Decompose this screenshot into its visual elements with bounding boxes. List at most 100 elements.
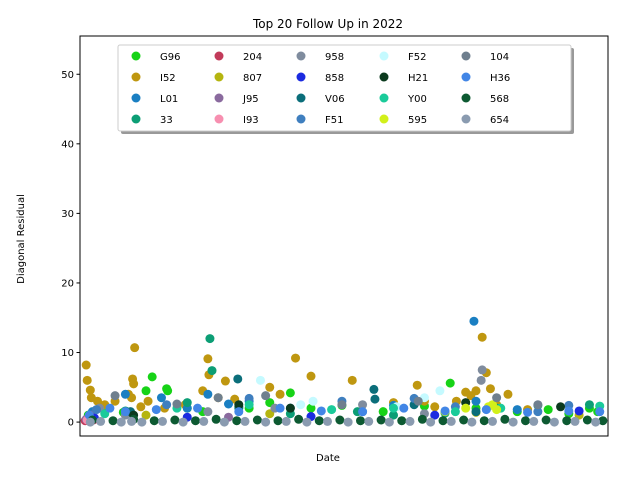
data-point — [471, 396, 481, 406]
data-point — [358, 400, 368, 410]
data-point — [358, 407, 368, 417]
data-point — [92, 405, 101, 415]
data-point — [389, 410, 398, 420]
data-point — [281, 416, 291, 426]
data-point — [163, 386, 173, 396]
data-point — [141, 410, 151, 420]
data-point — [234, 400, 244, 410]
data-point — [512, 405, 522, 415]
legend-marker — [461, 72, 471, 82]
data-point — [294, 414, 304, 424]
legend-marker — [214, 51, 224, 61]
plot-area — [79, 35, 609, 437]
data-point — [521, 416, 530, 426]
legend-marker — [461, 114, 471, 124]
data-point — [255, 375, 265, 385]
data-point — [207, 366, 217, 376]
legend-label: F52 — [408, 52, 426, 63]
data-point — [224, 399, 233, 409]
legend-item-568: 568 — [461, 93, 509, 105]
data-point — [129, 379, 139, 389]
data-point — [127, 416, 137, 426]
legend-item-G96: G96 — [131, 51, 180, 63]
data-point — [120, 407, 130, 417]
legend-item-807: 807 — [214, 72, 262, 84]
legend-label: 595 — [408, 115, 427, 126]
data-point — [471, 407, 481, 417]
data-point — [323, 416, 332, 426]
data-point — [81, 360, 91, 370]
legend-item-F51: F51 — [296, 114, 343, 126]
data-point — [306, 371, 316, 381]
data-point — [476, 375, 486, 385]
data-point — [397, 416, 407, 426]
data-point — [503, 389, 513, 399]
data-point — [130, 343, 140, 353]
data-point — [178, 417, 188, 427]
legend-item-H21: H21 — [379, 72, 428, 84]
data-point — [211, 414, 221, 424]
legend-marker — [214, 93, 224, 103]
data-point — [244, 400, 254, 410]
data-point — [240, 416, 250, 426]
data-point — [445, 378, 455, 388]
data-point — [191, 416, 200, 426]
y-tick-label: 20 — [61, 278, 74, 289]
data-point — [105, 403, 115, 413]
data-point — [219, 417, 229, 427]
data-point — [417, 414, 427, 424]
legend-label: G96 — [160, 52, 180, 63]
data-point — [265, 382, 275, 392]
data-point — [598, 416, 608, 426]
data-point — [337, 400, 347, 410]
data-point — [467, 417, 477, 427]
data-point — [137, 417, 147, 427]
data-point — [413, 396, 423, 406]
data-point — [461, 403, 471, 413]
legend-label: 807 — [243, 73, 262, 84]
data-point — [469, 316, 479, 326]
data-point — [533, 407, 543, 417]
legend-label: 654 — [490, 115, 509, 126]
legend-label: H36 — [490, 73, 510, 84]
legend-label: 33 — [160, 115, 173, 126]
data-point — [232, 416, 242, 426]
data-point — [481, 405, 491, 415]
legend-label: 568 — [490, 94, 509, 105]
legend-marker — [296, 93, 306, 103]
legend-item-V06: V06 — [296, 93, 345, 105]
data-point — [562, 416, 572, 426]
data-point — [285, 403, 295, 413]
data-point — [584, 400, 594, 410]
series-104 — [110, 391, 543, 410]
legend-label: V06 — [325, 94, 345, 105]
legend-label: J95 — [242, 94, 259, 105]
data-point — [116, 417, 126, 427]
data-point — [364, 416, 374, 426]
data-point — [369, 384, 379, 394]
legend-label: 858 — [325, 73, 344, 84]
data-point — [529, 416, 539, 426]
data-point — [143, 396, 153, 406]
data-point — [384, 417, 394, 427]
data-point — [306, 403, 316, 413]
data-point — [275, 389, 285, 399]
data-point — [595, 407, 605, 417]
data-point — [149, 416, 159, 426]
data-point — [399, 403, 409, 413]
legend-marker — [296, 114, 306, 124]
data-point — [213, 393, 223, 403]
data-point — [440, 406, 450, 416]
data-point — [308, 396, 318, 406]
legend-marker — [379, 72, 389, 82]
data-point — [523, 407, 533, 417]
legend-label: H21 — [408, 73, 428, 84]
y-tick-label: 10 — [61, 348, 74, 359]
data-point — [85, 385, 95, 395]
legend-marker — [296, 72, 306, 82]
data-point — [556, 402, 566, 412]
data-point — [199, 416, 209, 426]
data-point — [172, 399, 182, 409]
legend-item-H36: H36 — [461, 72, 510, 84]
legend-item-858: 858 — [296, 72, 344, 84]
